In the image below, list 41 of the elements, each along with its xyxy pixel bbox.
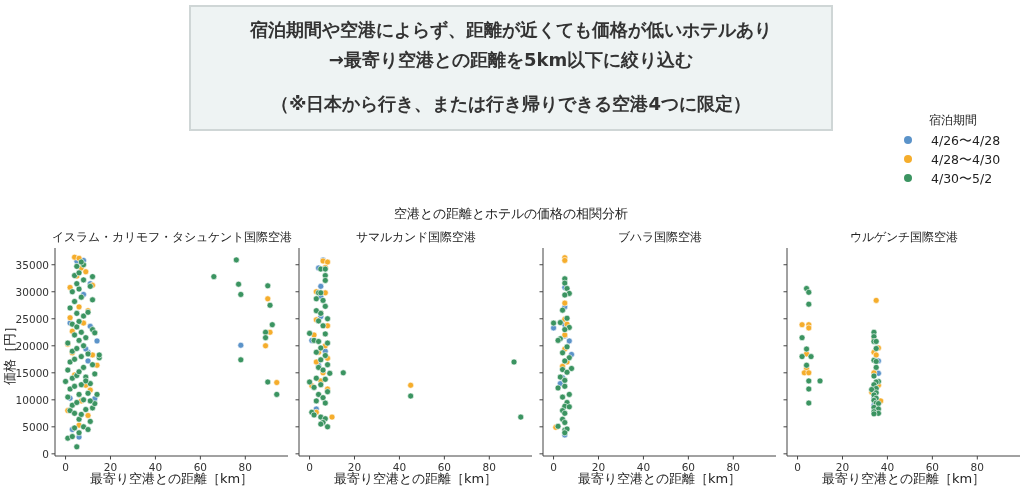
legend-label: 4/26〜4/28: [931, 132, 1001, 148]
x-tick-label: 40: [148, 461, 163, 473]
legend-label: 4/28〜4/30: [931, 151, 1001, 167]
text: （※日本から行き、または行き帰りできる空港4つに限定）: [270, 93, 752, 114]
x-tick-label: 40: [880, 461, 895, 473]
x-tick-label: 40: [392, 461, 407, 473]
x-tick-label: 80: [726, 461, 740, 473]
y-tick-label: 30000: [15, 285, 49, 298]
x-tick-label: 80: [482, 461, 496, 473]
y-tick-label: 35000: [15, 258, 49, 271]
x-tick-label: 60: [193, 461, 208, 473]
x-axis-title: 最寄り空港との距離［km］: [821, 471, 986, 486]
chart-title: ブハラ国際空港: [617, 230, 702, 244]
text: 空港との距離とホテルの価格の相関分析: [394, 206, 628, 221]
chart-title: サマルカンド国際空港: [355, 230, 476, 244]
x-tick-label: 60: [437, 461, 452, 473]
y-tick-label: 20000: [15, 339, 49, 352]
x-axis-title: 最寄り空港との距離［km］: [333, 471, 498, 486]
x-axis-title: 最寄り空港との距離［km］: [577, 471, 742, 486]
y-tick-label: 0: [42, 447, 49, 460]
legend-label: 4/30〜5/2: [931, 170, 993, 186]
legend-title: 宿泊期間: [929, 113, 977, 127]
y-axis-title: 価格［円］: [2, 319, 17, 385]
y-tick-label: 10000: [15, 393, 49, 406]
x-tick-label: 80: [238, 461, 252, 473]
chart-title: イスラム・カリモフ・タシュケント国際空港: [51, 230, 292, 244]
chart-title: ウルゲンチ国際空港: [849, 230, 958, 244]
x-tick-label: 0: [794, 461, 801, 473]
y-tick-label: 15000: [15, 366, 49, 379]
x-axis-title: 最寄り空港との距離［km］: [89, 471, 254, 486]
y-tick-label: 25000: [15, 312, 49, 325]
text: 宿泊期間や空港によらず、距離が近くても価格が低いホテルあり: [249, 19, 772, 41]
x-tick-label: 0: [550, 461, 557, 473]
x-tick-label: 0: [62, 461, 69, 473]
y-tick-label: 5000: [22, 420, 49, 433]
x-tick-label: 60: [681, 461, 696, 473]
x-tick-label: 80: [970, 461, 984, 473]
x-tick-label: 40: [636, 461, 651, 473]
text: →最寄り空港との距離を5km以下に絞り込む: [328, 49, 694, 70]
x-tick-label: 0: [306, 461, 313, 473]
x-tick-label: 60: [925, 461, 940, 473]
